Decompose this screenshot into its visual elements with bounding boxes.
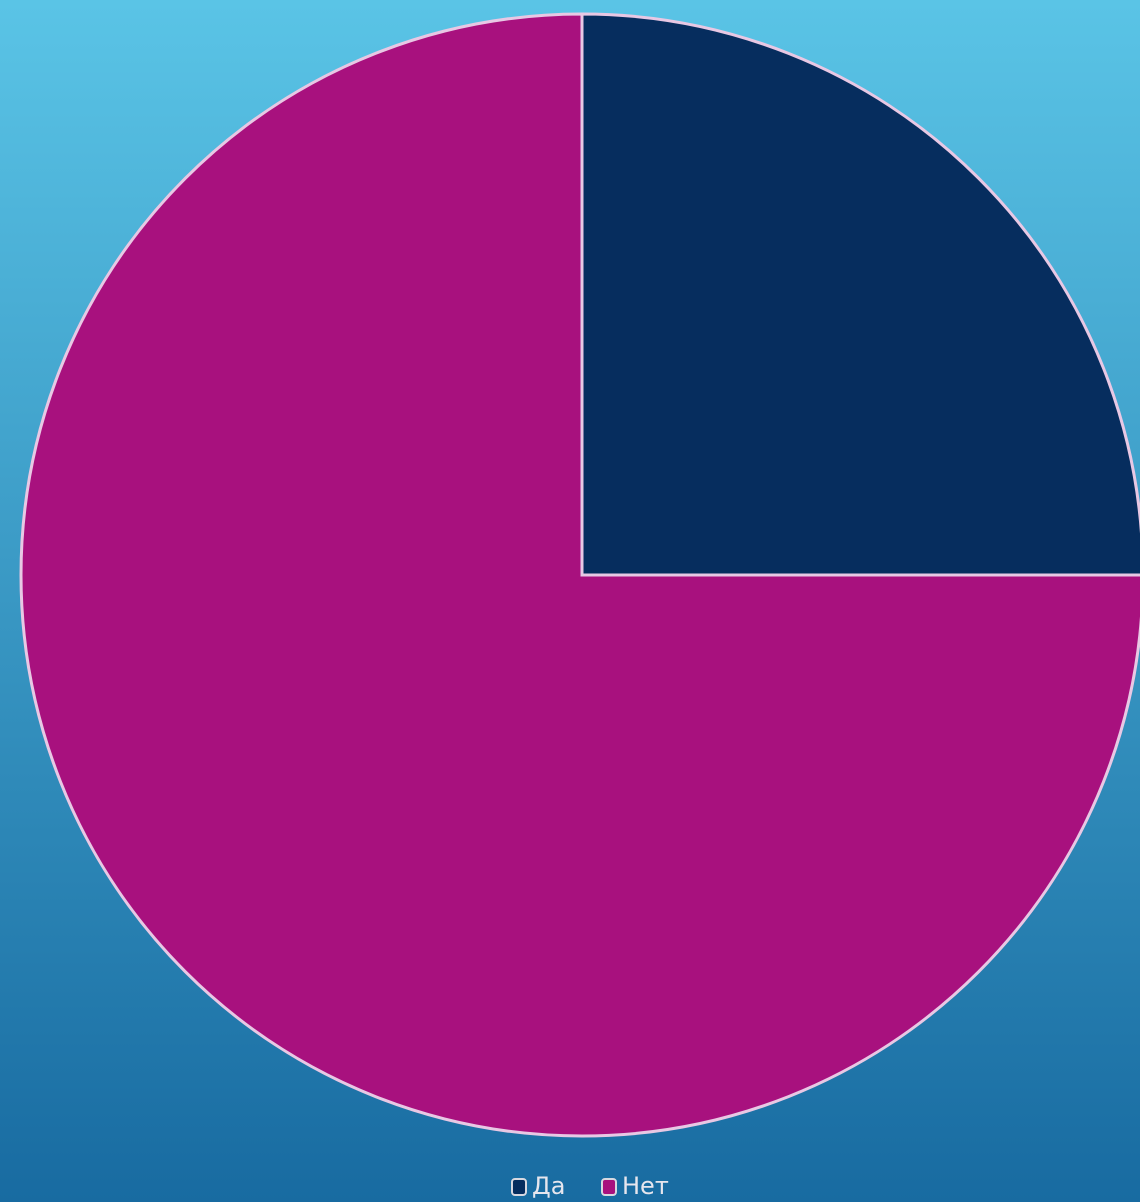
pie-slice [19,12,1140,1138]
legend-marker [511,1178,527,1196]
legend: Да Нет [511,1172,669,1200]
legend-label: Да [532,1172,565,1200]
legend-marker [601,1178,617,1196]
legend-label: Нет [622,1172,669,1200]
pie-slice [580,12,1140,577]
pie [19,12,1140,1138]
